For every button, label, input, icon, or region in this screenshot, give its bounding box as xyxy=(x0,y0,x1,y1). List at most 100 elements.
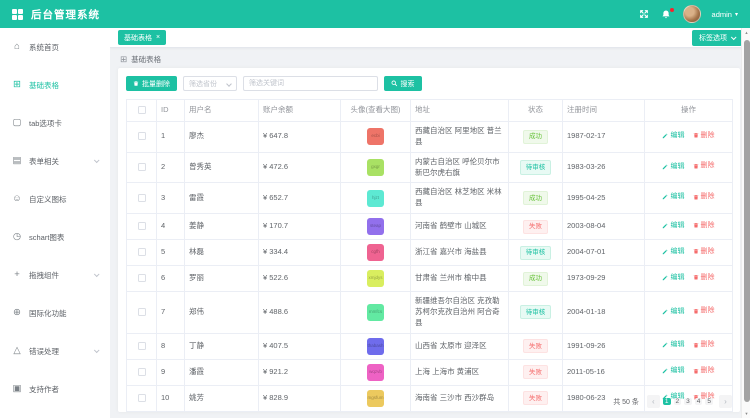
scrollbar-thumb[interactable] xyxy=(743,40,750,402)
scroll-up-icon[interactable]: ▲ xyxy=(744,30,749,35)
sidebar-item-label: 国际化功能 xyxy=(29,308,67,318)
sidebar-item-schart[interactable]: ◷ schart图表 xyxy=(0,218,110,256)
prev-page-button[interactable]: ‹ xyxy=(646,395,660,408)
edit-button[interactable]: 编辑 xyxy=(662,192,684,202)
edit-button[interactable]: 编辑 xyxy=(662,307,684,317)
avatar-thumbnail[interactable]: steap xyxy=(367,218,384,236)
delete-button[interactable]: 删除 xyxy=(693,273,715,283)
sidebar-item-drag[interactable]: + 拖拽组件 xyxy=(0,256,110,294)
notification-dot xyxy=(669,7,674,12)
page-button-5[interactable]: 5 xyxy=(705,398,713,405)
table-row: 8 丁静 ¥ 407.5 thabash 山西省 太原市 迎泽区 失败 1991… xyxy=(126,332,733,360)
avatar-thumbnail[interactable]: hjzt xyxy=(367,189,384,207)
cell-address: 甘肃省 兰州市 榆中县 xyxy=(410,265,509,293)
fullscreen-icon[interactable] xyxy=(639,9,650,20)
delete-button[interactable]: 删除 xyxy=(693,366,715,376)
delete-button[interactable]: 删除 xyxy=(693,340,715,350)
cell-balance: ¥ 407.5 xyxy=(258,332,341,360)
avatar-thumbnail[interactable]: thabash xyxy=(367,337,384,355)
row-checkbox[interactable] xyxy=(137,308,146,317)
row-checkbox[interactable] xyxy=(137,341,146,350)
user-avatar[interactable] xyxy=(682,5,701,23)
page-button-4[interactable]: 4 xyxy=(694,398,703,405)
row-checkbox[interactable] xyxy=(137,163,146,172)
edit-button[interactable]: 编辑 xyxy=(662,366,684,376)
globe-icon: ⊕ xyxy=(13,307,21,319)
table-row: 4 姜静 ¥ 170.7 steap 河南省 鹤壁市 山城区 失败 2003-0… xyxy=(126,213,733,241)
batch-delete-button[interactable]: 批量删除 xyxy=(126,76,177,91)
row-checkbox[interactable] xyxy=(137,274,146,283)
sidebar-item-error[interactable]: △ 错误处理 xyxy=(0,332,110,370)
sidebar-item-tabs[interactable]: ▢ tab选项卡 xyxy=(0,104,110,142)
sidebar-item-custom-icon[interactable]: ☺ 自定义图标 xyxy=(0,180,110,218)
avatar-thumbnail[interactable]: mgsfum xyxy=(367,389,384,407)
edit-button[interactable]: 编辑 xyxy=(662,273,684,283)
cell-balance: ¥ 647.8 xyxy=(258,120,341,153)
column-header: 地址 xyxy=(410,99,509,122)
sidebar-item-basic-table[interactable]: ⊞ 基础表格 xyxy=(0,66,110,104)
sidebar-item-label: tab选项卡 xyxy=(29,118,62,128)
edit-button[interactable]: 编辑 xyxy=(662,340,684,350)
sidebar-item-form[interactable]: ▤ 表单相关 xyxy=(0,142,110,180)
status-badge: 成功 xyxy=(523,271,548,286)
row-checkbox[interactable] xyxy=(137,393,146,402)
table-row: 2 曾秀英 ¥ 472.6 gxgr 内蒙古自治区 呼伦贝尔市 新巴尔虎右旗 待… xyxy=(126,151,733,184)
row-checkbox[interactable] xyxy=(137,248,146,257)
user-menu[interactable]: admin ▾ xyxy=(712,10,738,19)
row-checkbox[interactable] xyxy=(137,367,146,376)
cell-username: 郑伟 xyxy=(184,291,259,334)
search-button[interactable]: 搜索 xyxy=(384,76,422,91)
page-button-3[interactable]: 3 xyxy=(684,398,692,405)
avatar-thumbnail[interactable]: cgfh xyxy=(367,244,384,262)
delete-button[interactable]: 删除 xyxy=(693,221,715,231)
cell-id: 7 xyxy=(156,291,185,334)
select-all-checkbox[interactable] xyxy=(137,106,146,115)
breadcrumb: ⊞ 基础表格 xyxy=(120,54,750,65)
sidebar-item-i18n[interactable]: ⊕ 国际化功能 xyxy=(0,294,110,332)
keyword-input[interactable] xyxy=(243,76,378,91)
close-icon[interactable]: × xyxy=(156,34,161,41)
avatar-thumbnail[interactable]: wqzvb xyxy=(367,363,384,381)
cell-address: 上海 上海市 黄浦区 xyxy=(410,358,509,386)
province-select[interactable]: 筛选省份 xyxy=(183,76,237,91)
logo: 后台管理系统 xyxy=(12,7,100,22)
page-button-1[interactable]: 1 xyxy=(662,398,671,405)
logo-grid-icon xyxy=(12,8,23,20)
scroll-down-icon[interactable]: ▼ xyxy=(744,411,749,416)
delete-button[interactable]: 删除 xyxy=(693,247,715,257)
tab-basic-table[interactable]: 基础表格 × xyxy=(118,30,167,45)
chevron-down-icon xyxy=(93,157,100,164)
edit-button[interactable]: 编辑 xyxy=(662,221,684,231)
page-button-2[interactable]: 2 xyxy=(673,398,682,405)
delete-button[interactable]: 删除 xyxy=(693,192,715,202)
row-checkbox[interactable] xyxy=(137,222,146,231)
avatar-thumbnail[interactable]: mmfcs xyxy=(367,303,384,321)
delete-button[interactable]: 删除 xyxy=(693,131,715,141)
next-page-button[interactable]: › xyxy=(719,395,732,408)
tabs-icon: ▢ xyxy=(12,117,22,129)
sidebar-item-home[interactable]: ⌂ 系统首页 xyxy=(0,28,110,66)
status-badge: 失败 xyxy=(523,391,548,406)
edit-button[interactable]: 编辑 xyxy=(662,247,684,257)
avatar-thumbnail[interactable]: xmjdys xyxy=(367,270,384,288)
vertical-scrollbar[interactable]: ▲ ▼ xyxy=(741,28,750,418)
edit-button[interactable]: 编辑 xyxy=(662,131,684,141)
row-checkbox[interactable] xyxy=(137,132,146,141)
cell-register-date: 1980-06-23 xyxy=(562,384,645,412)
avatar-thumbnail[interactable]: gxgr xyxy=(367,159,384,176)
bell-icon[interactable] xyxy=(661,7,674,20)
sidebar-item-label: 自定义图标 xyxy=(29,194,67,204)
avatar-thumbnail[interactable]: ecbi xyxy=(367,128,384,146)
delete-button[interactable]: 删除 xyxy=(693,161,715,171)
tab-options-button[interactable]: 标签选项 xyxy=(692,29,742,46)
sidebar-item-donate[interactable]: ▣ 支持作者 xyxy=(0,370,110,408)
row-checkbox[interactable] xyxy=(137,193,146,202)
edit-button[interactable]: 编辑 xyxy=(662,162,684,172)
cell-balance: ¥ 921.2 xyxy=(258,358,341,386)
cell-id: 5 xyxy=(156,239,185,267)
cell-address: 浙江省 嘉兴市 海盐县 xyxy=(410,239,509,267)
delete-button[interactable]: 删除 xyxy=(693,306,715,316)
cell-address: 山西省 太原市 迎泽区 xyxy=(410,332,509,360)
cell-address: 新疆维吾尔自治区 克孜勒苏柯尔克孜自治州 阿合奇县 xyxy=(410,291,509,334)
chevron-down-icon xyxy=(93,347,100,354)
